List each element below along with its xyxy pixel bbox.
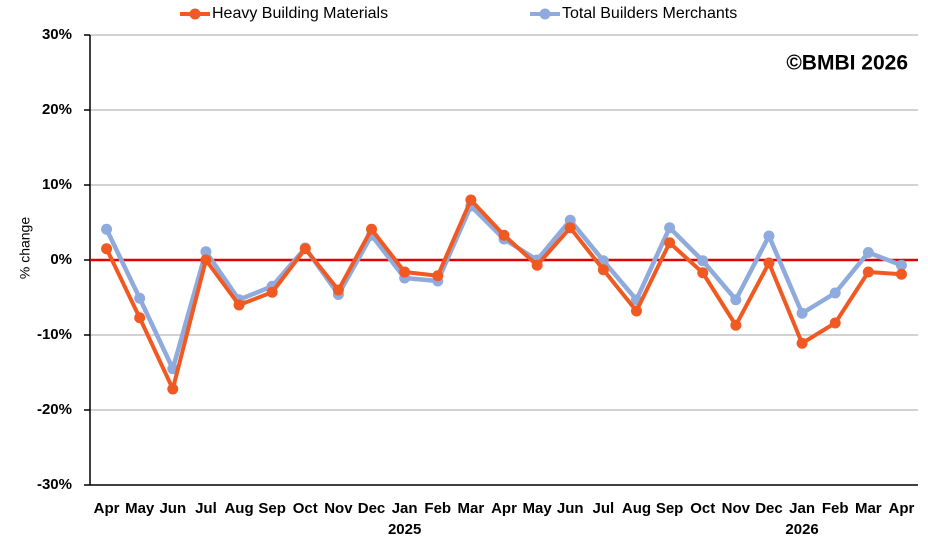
x-tick-label: Mar [458,500,485,517]
x-tick-label: Oct [293,500,318,517]
x-tick-label: May [125,500,155,517]
data-point [299,243,311,255]
legend-label: Total Builders Merchants [562,5,737,22]
x-tick-label: Jan [392,500,418,517]
legend-marker [539,8,551,20]
data-point [895,268,907,280]
data-point [233,299,245,311]
series-line [104,198,902,391]
data-point [101,223,113,235]
x-tick-label: Jul [195,500,217,517]
x-tick-label: Mar [855,500,882,517]
data-point [664,237,676,249]
data-point [630,305,642,317]
data-point [332,284,344,296]
data-point [829,317,841,329]
data-point [399,266,411,278]
x-tick-label: Jun [557,500,584,517]
data-point [200,246,212,258]
data-point [167,383,179,395]
x-tick-label: Aug [224,500,253,517]
data-point [498,229,510,241]
legend-marker [189,8,201,20]
x-tick-label: Dec [755,500,783,517]
x-tick-label: Sep [656,500,684,517]
data-point [134,292,146,304]
x-tick-label: Apr [94,500,120,517]
data-point [862,266,874,278]
data-point [134,312,146,324]
data-point [597,264,609,276]
data-point [796,307,808,319]
data-point [763,230,775,242]
x-tick-label: Oct [690,500,715,517]
data-point [829,287,841,299]
x-tick-label: Jan [789,500,815,517]
data-point [432,270,444,282]
data-point [895,259,907,271]
data-point [664,222,676,234]
data-point [697,267,709,279]
annotation: ©BMBI 2026 [786,52,908,75]
data-point [101,243,113,255]
data-point [862,247,874,258]
x-tick-label: Apr [889,500,915,517]
year-label: 2026 [785,521,818,536]
y-axis-label: % change [17,217,33,279]
x-tick-label: Nov [324,500,353,517]
data-point [796,337,808,349]
year-label: 2025 [388,521,421,536]
y-tick-label: 30% [42,26,72,43]
y-tick-label: -30% [37,476,72,493]
data-point [763,257,775,269]
data-point [730,319,742,331]
y-tick-label: 10% [42,176,72,193]
data-point [366,223,378,235]
legend-label: Heavy Building Materials [212,5,388,22]
x-tick-label: Aug [622,500,651,517]
y-tick-label: -20% [37,401,72,418]
x-tick-label: Feb [822,500,849,517]
x-tick-label: Jul [593,500,615,517]
y-tick-label: 0% [50,251,72,268]
data-point [531,259,543,271]
y-tick-label: -10% [37,326,72,343]
x-tick-label: Feb [424,500,451,517]
x-tick-label: May [523,500,553,517]
y-tick-label: 20% [42,101,72,118]
data-point [564,222,576,234]
data-point [697,255,709,267]
x-tick-label: Jun [159,500,186,517]
data-point [266,286,278,298]
data-point [200,254,212,266]
x-tick-label: Sep [258,500,286,517]
x-tick-label: Apr [491,500,517,517]
x-tick-label: Dec [358,500,386,517]
x-tick-label: Nov [722,500,751,517]
data-point [465,194,477,206]
data-point [730,294,742,306]
